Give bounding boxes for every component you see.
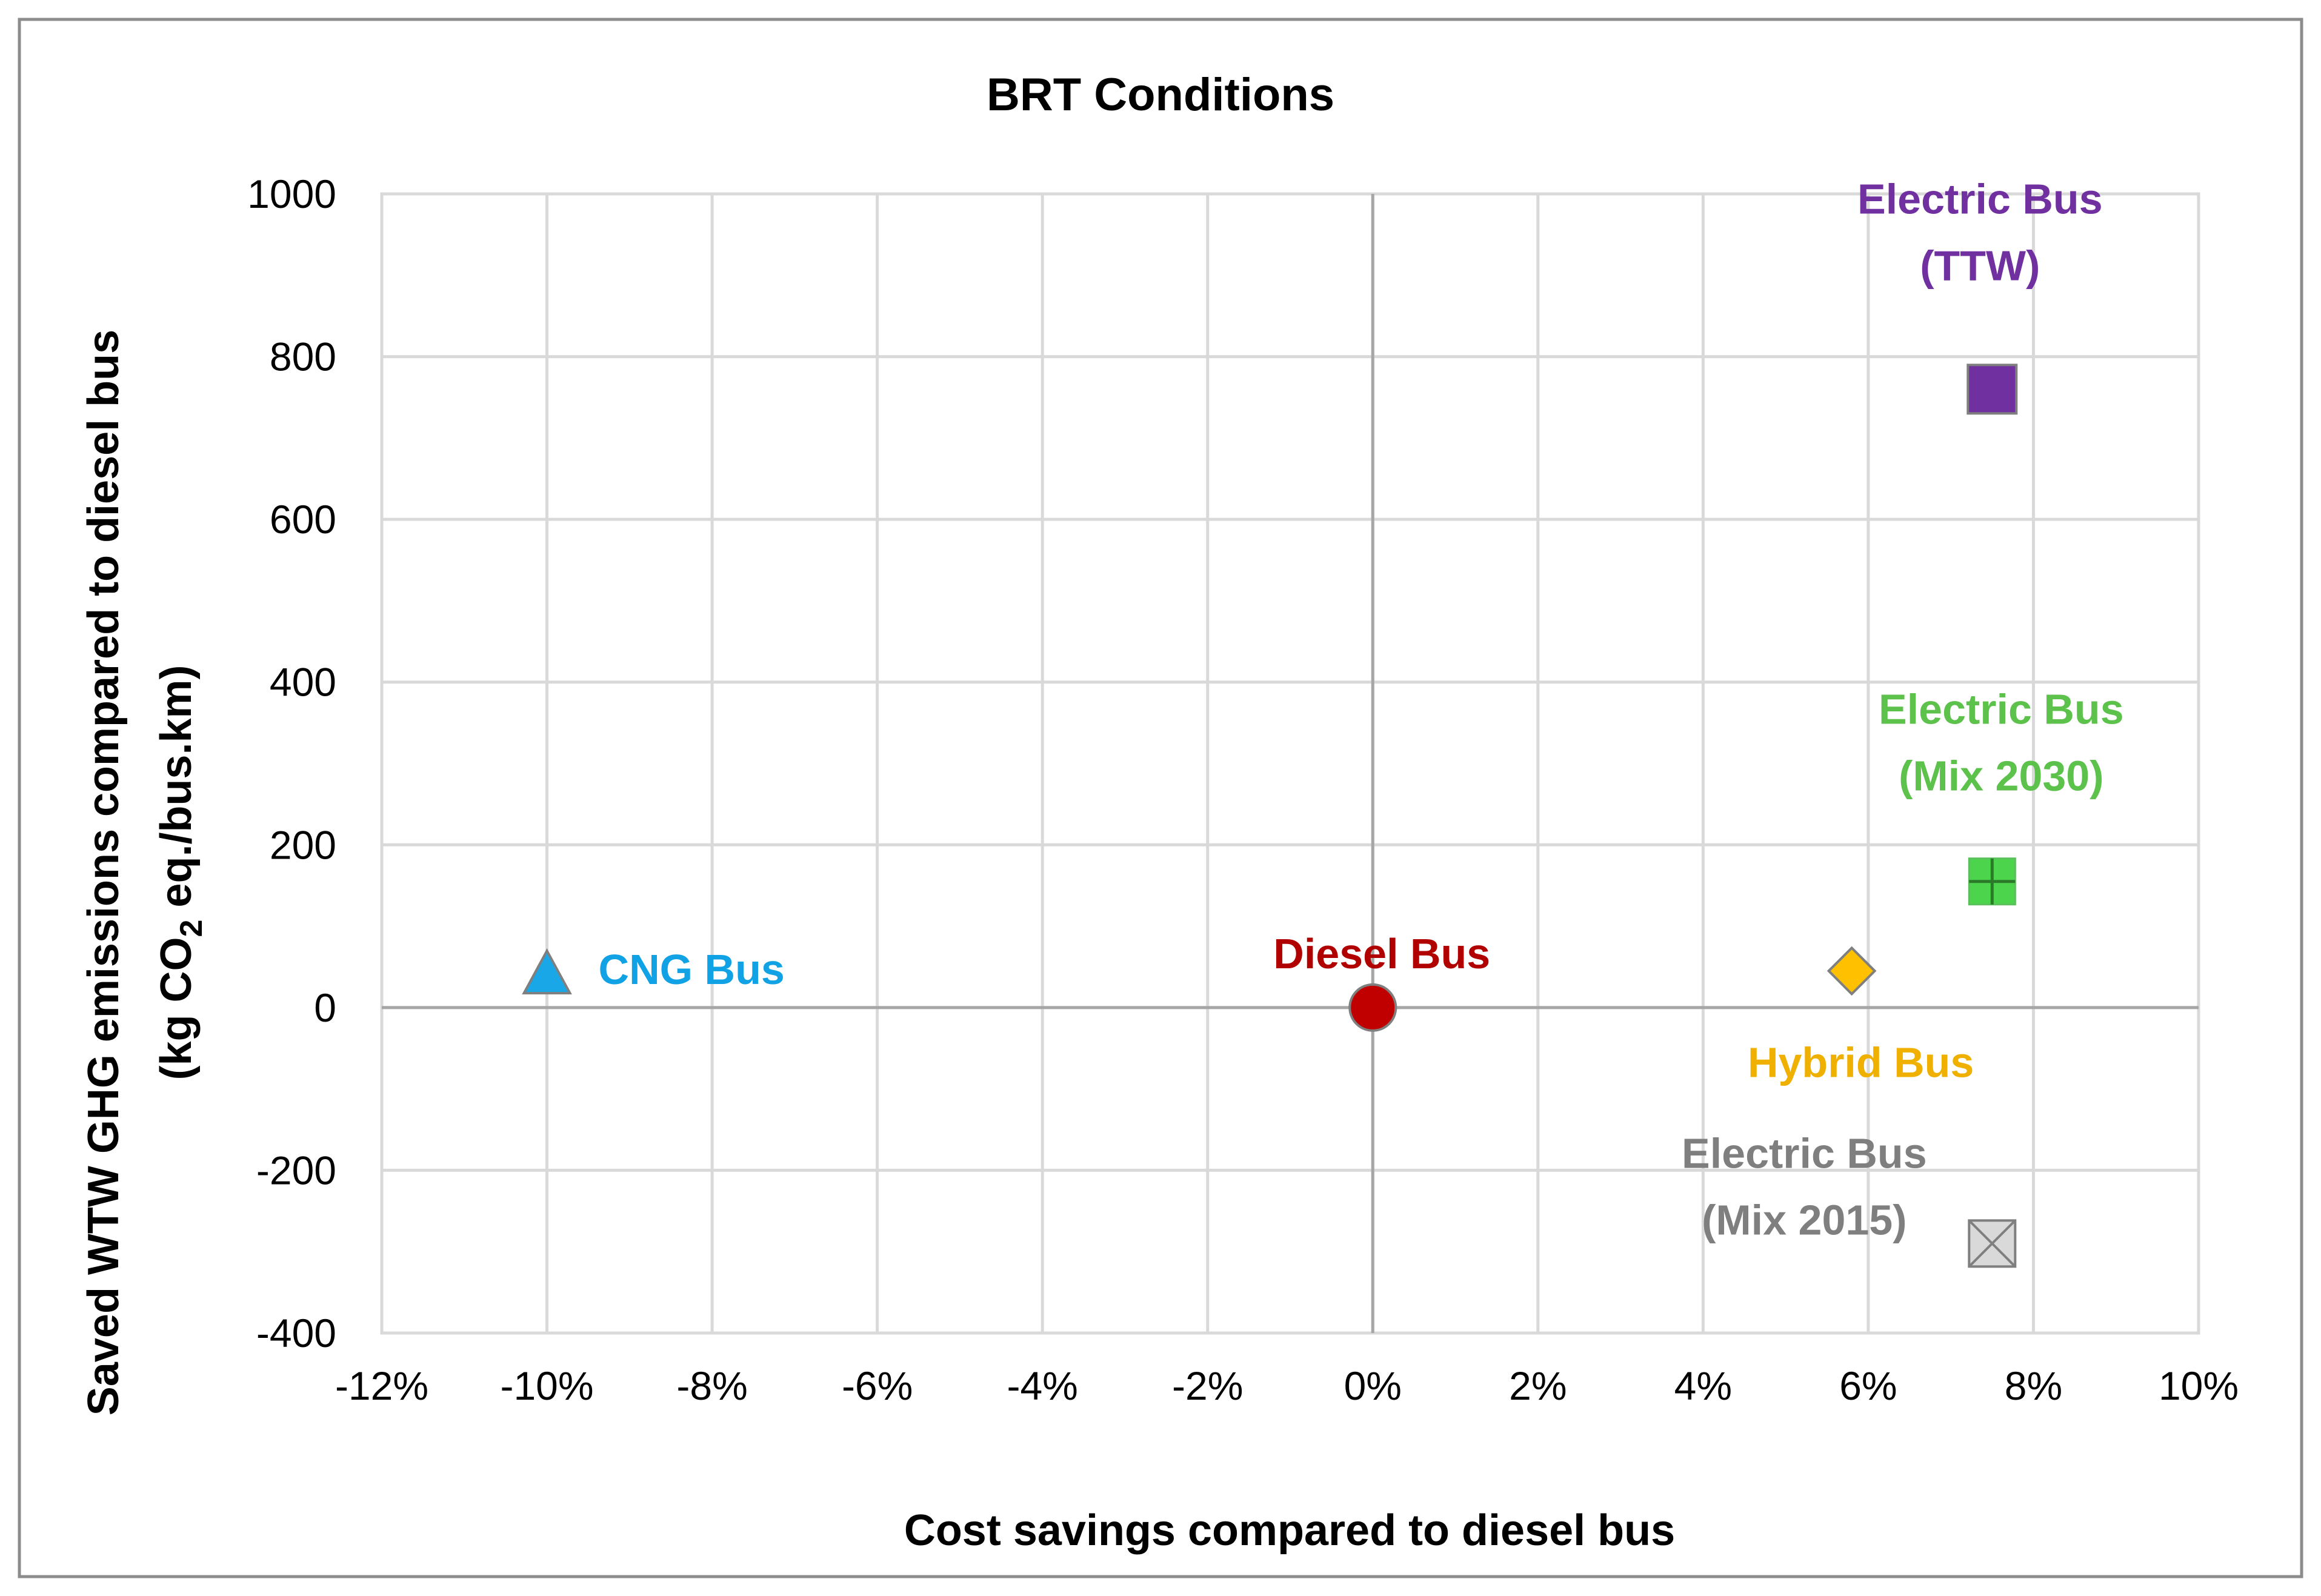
y-tick-label: 400 <box>270 660 336 705</box>
triangle-marker <box>522 948 572 995</box>
y-tick-label: -400 <box>256 1311 336 1355</box>
zero-axes <box>382 194 2199 1333</box>
data-point <box>1966 364 2018 415</box>
x-tick-label: -6% <box>842 1363 913 1408</box>
plot-area-border <box>380 192 2200 1335</box>
chart-title: BRT Conditions <box>987 69 1334 121</box>
point-label: (TTW) <box>1920 242 2040 289</box>
x-tick-label: 6% <box>1839 1363 1897 1408</box>
x-tick-label: 8% <box>2005 1363 2062 1408</box>
square-x-line-b <box>1968 1219 2016 1268</box>
data-point <box>1968 857 2016 906</box>
x-tick-label: -4% <box>1007 1363 1077 1408</box>
point-label: (Mix 2015) <box>1702 1196 1906 1243</box>
x-tick-label: -8% <box>676 1363 747 1408</box>
circle-marker <box>1348 983 1397 1032</box>
tick-labels: -12% -10% -8% -6% -4% -2% 0% 2% 4% 6% 8% 10% -400 -20… <box>247 171 2239 1408</box>
point-label: Hybrid Bus <box>1748 1039 1974 1086</box>
y-axis-title-suffix: eq./bus.km) <box>152 665 201 919</box>
point-label: Electric Bus <box>1879 686 2124 733</box>
y-axis-title: Saved WTW GHG emissions compared to dies… <box>79 330 209 1415</box>
y-tick-label: -200 <box>256 1148 336 1192</box>
data-points <box>522 364 2018 1268</box>
data-point <box>1826 946 1877 996</box>
data-point <box>522 948 572 995</box>
x-tick-label: 4% <box>1674 1363 1732 1408</box>
diamond-marker <box>1826 946 1877 996</box>
point-label: (Mix 2030) <box>1899 753 2103 800</box>
chart-border <box>18 18 2303 1578</box>
square-marker <box>1966 364 2018 415</box>
point-label: Electric Bus <box>1857 175 2103 222</box>
y-tick-label: 200 <box>270 822 336 867</box>
x-tick-label: 10% <box>2159 1363 2239 1408</box>
x-tick-label: 0% <box>1344 1363 1402 1408</box>
y-tick-label: 600 <box>270 497 336 542</box>
point-label: CNG Bus <box>599 946 785 993</box>
y-axis-title-line1: Saved WTW GHG emissions compared to dies… <box>79 330 128 1415</box>
y-tick-label: 1000 <box>247 171 336 216</box>
data-point <box>1348 983 1397 1032</box>
y-axis-title-subscript: 2 <box>174 920 209 937</box>
y-axis-title-prefix: (kg CO <box>152 937 201 1080</box>
y-tick-label: 800 <box>270 334 336 379</box>
y-axis-title-line2: (kg CO2 eq./bus.km) <box>152 665 209 1080</box>
point-labels: CNG Bus Diesel Bus Hybrid Bus Electric Bus (… <box>599 175 2124 1243</box>
data-point <box>1968 1219 2017 1268</box>
x-tick-label: -10% <box>501 1363 594 1408</box>
x-tick-label: 2% <box>1509 1363 1567 1408</box>
x-tick-label: -2% <box>1172 1363 1243 1408</box>
x-axis-title: Cost savings compared to diesel bus <box>904 1506 1675 1555</box>
x-tick-label: -12% <box>335 1363 428 1408</box>
point-label: Electric Bus <box>1682 1129 1927 1177</box>
point-label: Diesel Bus <box>1273 930 1490 977</box>
y-tick-label: 0 <box>314 985 336 1030</box>
